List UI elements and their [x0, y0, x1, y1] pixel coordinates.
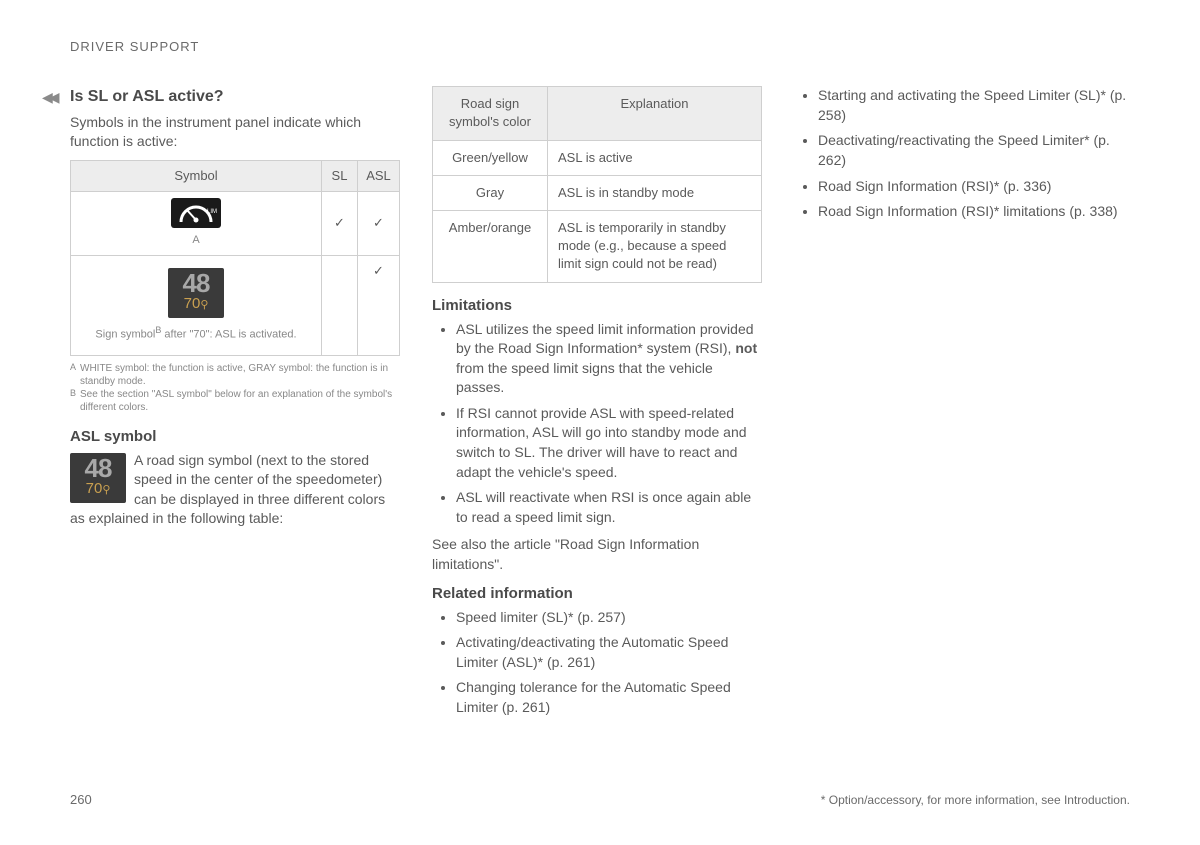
- symbol-cell-1: LIM A: [71, 191, 322, 255]
- related-list-continued: Starting and activating the Speed Limite…: [794, 86, 1130, 222]
- column-3: Starting and activating the Speed Limite…: [794, 86, 1130, 725]
- column-2: Road sign symbol's color Explanation Gre…: [432, 86, 762, 725]
- table-row: Green/yellow ASL is active: [433, 140, 762, 175]
- ct-h2: Explanation: [548, 87, 762, 140]
- page-header: DRIVER SUPPORT: [70, 38, 1130, 56]
- table-row: Amber/orange ASL is temporarily in stand…: [433, 210, 762, 282]
- footnote-a: A WHITE symbol: the function is active, …: [70, 362, 400, 388]
- content-columns: ◀◀ Is SL or ASL active? Symbols in the i…: [70, 86, 1130, 725]
- row1-sl-check: ✓: [322, 191, 358, 255]
- list-item: Deactivating/reactivating the Speed Limi…: [818, 131, 1130, 170]
- speed-sign-icon: 48 70⚲: [168, 268, 224, 318]
- symbol-2-caption: Sign symbolB after "70": ASL is activate…: [79, 324, 313, 343]
- table-footnotes: A WHITE symbol: the function is active, …: [70, 362, 400, 414]
- asl-symbol-block: 48 70⚲ A road sign symbol (next to the s…: [70, 451, 400, 529]
- limitations-list: ASL utilizes the speed limit information…: [432, 320, 762, 528]
- list-item: Activating/deactivating the Automatic Sp…: [456, 633, 762, 672]
- continuation-chevron-icon: ◀◀: [42, 88, 56, 108]
- limitations-heading: Limitations: [432, 295, 762, 316]
- footnote-b: B See the section "ASL symbol" below for…: [70, 388, 400, 414]
- th-symbol: Symbol: [71, 160, 322, 191]
- list-item: Road Sign Information (RSI)* limitations…: [818, 202, 1130, 222]
- row2-sl-check: [322, 255, 358, 355]
- list-item: Road Sign Information (RSI)* (p. 336): [818, 177, 1130, 197]
- symbol-cell-2: 48 70⚲ Sign symbolB after "70": ASL is a…: [71, 255, 322, 355]
- speed-small: 70⚲: [168, 296, 224, 311]
- related-list: Speed limiter (SL)* (p. 257) Activating/…: [432, 608, 762, 718]
- list-item: Starting and activating the Speed Limite…: [818, 86, 1130, 125]
- see-also-text: See also the article "Road Sign Informat…: [432, 535, 762, 574]
- row2-asl-check: ✓: [358, 255, 400, 355]
- svg-text:LIM: LIM: [207, 209, 217, 215]
- th-asl: ASL: [358, 160, 400, 191]
- symbol-1-caption: A: [79, 233, 313, 248]
- column-1: ◀◀ Is SL or ASL active? Symbols in the i…: [70, 86, 400, 725]
- row1-asl-check: ✓: [358, 191, 400, 255]
- asl-symbol-heading: ASL symbol: [70, 426, 400, 447]
- list-item: ASL will reactivate when RSI is once aga…: [456, 488, 762, 527]
- footnote-option: * Option/accessory, for more information…: [821, 792, 1130, 809]
- table-row: Gray ASL is in standby mode: [433, 175, 762, 210]
- list-item: ASL utilizes the speed limit information…: [456, 320, 762, 398]
- intro-text: Symbols in the instrument panel indicate…: [70, 113, 400, 152]
- speed-big: 48: [168, 270, 224, 296]
- lim-gauge-icon: LIM: [171, 198, 221, 228]
- page-number: 260: [70, 791, 92, 809]
- list-item: Changing tolerance for the Automatic Spe…: [456, 678, 762, 717]
- color-table: Road sign symbol's color Explanation Gre…: [432, 86, 762, 282]
- heading-sl-asl: Is SL or ASL active?: [70, 86, 400, 108]
- th-sl: SL: [322, 160, 358, 191]
- asl-symbol-icon: 48 70⚲: [70, 453, 126, 503]
- symbol-table: Symbol SL ASL LIM A ✓: [70, 160, 400, 356]
- list-item: If RSI cannot provide ASL with speed-rel…: [456, 404, 762, 482]
- list-item: Speed limiter (SL)* (p. 257): [456, 608, 762, 628]
- ct-h1: Road sign symbol's color: [433, 87, 548, 140]
- related-heading: Related information: [432, 583, 762, 604]
